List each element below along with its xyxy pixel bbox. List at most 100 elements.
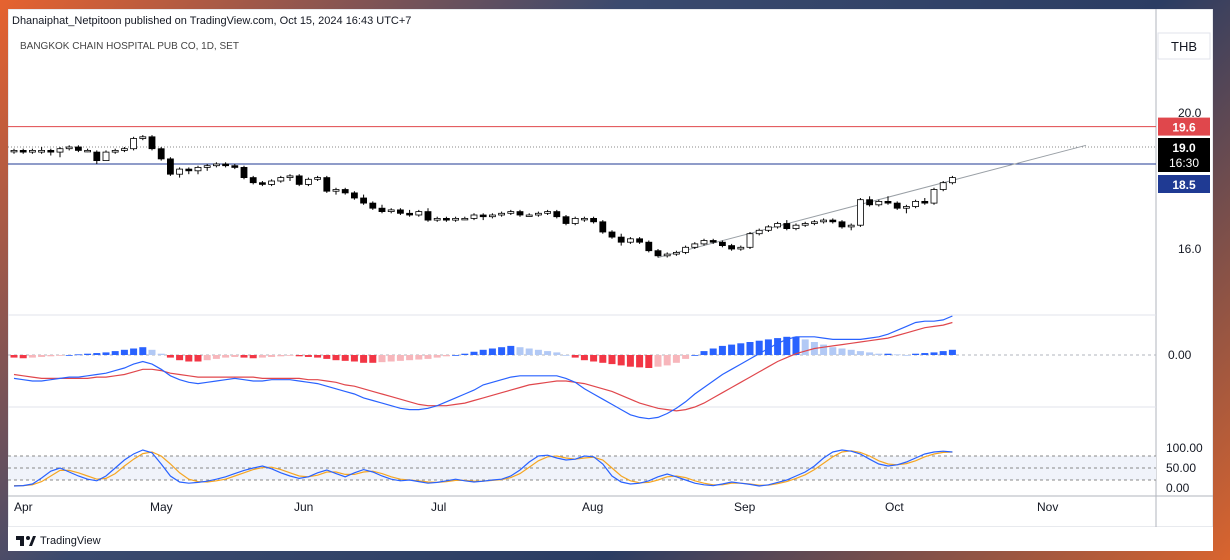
candle-body: [765, 226, 772, 231]
macd-histogram-bar: [120, 349, 128, 355]
candle-body: [893, 202, 901, 209]
candle: [921, 198, 929, 205]
candle: [341, 187, 349, 195]
macd-histogram-bar: [424, 355, 432, 359]
candle: [176, 167, 184, 178]
candle-body: [176, 168, 184, 175]
candle: [479, 213, 487, 221]
candle: [737, 245, 745, 251]
candle: [102, 150, 110, 162]
resistance-price-label: 19.6: [1172, 121, 1196, 135]
candle-body: [783, 223, 791, 229]
time-axis-label: Nov: [1037, 500, 1058, 514]
candle: [268, 179, 276, 187]
candle: [148, 135, 156, 151]
macd-histogram-bar: [737, 343, 745, 355]
candle-body: [203, 165, 211, 168]
candle: [783, 220, 791, 231]
candle-body: [939, 182, 947, 190]
candle-body: [277, 177, 285, 182]
candle: [75, 145, 82, 153]
candle: [507, 209, 515, 215]
candle-body: [222, 163, 230, 167]
macd-histogram-bar: [176, 355, 184, 361]
candle: [369, 201, 377, 210]
macd-histogram-bar: [516, 347, 524, 355]
chart-frame: THB 20.0 16.0 19.6 19.0 16:30 18.5 0.00 100.00 50…: [8, 9, 1213, 551]
last-price-label: 19.0: [1172, 141, 1196, 155]
candle: [111, 148, 119, 154]
time-axis-label: Sep: [734, 500, 756, 514]
candle: [838, 220, 846, 229]
macd-histogram-bar: [948, 349, 956, 355]
macd-histogram-bar: [866, 352, 874, 355]
candle: [212, 162, 220, 168]
macd-histogram-bar: [801, 339, 809, 355]
candle: [811, 220, 818, 226]
candle-body: [249, 177, 257, 184]
macd-histogram-bar: [332, 355, 340, 361]
macd-histogram-bar: [286, 355, 294, 356]
candle: [470, 213, 478, 221]
macd-histogram-bar: [544, 351, 552, 355]
tradingview-footer[interactable]: TradingView: [16, 535, 101, 547]
candle-body: [286, 175, 294, 178]
candle: [157, 147, 165, 161]
macd-histogram-bar: [396, 355, 404, 361]
macd-histogram-bar: [166, 355, 174, 358]
macd-histogram-bar: [74, 354, 82, 356]
macd-histogram-bar: [700, 351, 708, 355]
macd-histogram-bar: [820, 344, 828, 355]
candle-body: [857, 199, 864, 226]
candle: [884, 196, 892, 205]
candle: [442, 216, 450, 222]
macd-histogram-bar: [56, 355, 64, 356]
candle-body: [452, 217, 460, 221]
candle-body: [424, 211, 432, 221]
macd-histogram-bar: [792, 336, 800, 355]
macd-histogram-bar: [130, 348, 138, 355]
candle-body: [10, 149, 18, 153]
candle: [396, 208, 404, 215]
candle-body: [157, 148, 165, 160]
candle: [590, 216, 597, 224]
candle: [277, 175, 285, 183]
candle: [249, 175, 257, 185]
candle: [498, 211, 506, 217]
candle-body: [258, 182, 266, 185]
candle: [792, 223, 800, 231]
macd-histogram-bar: [645, 355, 653, 368]
candle-body: [498, 212, 506, 216]
stoch-tick-label: 100.00: [1166, 441, 1203, 455]
candle-body: [102, 151, 110, 162]
candle: [912, 199, 919, 209]
candle: [553, 209, 561, 219]
candle-body: [268, 180, 276, 185]
candle: [903, 204, 910, 214]
macd-histogram-bar: [875, 353, 883, 355]
candle-body: [442, 217, 450, 221]
candle: [857, 198, 864, 227]
macd-histogram-bar: [212, 355, 220, 359]
candle-body: [341, 189, 349, 194]
macd-histogram-bar: [580, 355, 588, 361]
macd-histogram-bar: [590, 355, 598, 362]
candle: [28, 148, 36, 154]
candle-body: [396, 209, 404, 214]
macd-histogram-bar: [893, 354, 901, 356]
macd-histogram-bar: [314, 355, 322, 358]
candle: [673, 250, 680, 256]
candle-body: [378, 207, 386, 212]
macd-histogram-bar: [387, 355, 395, 362]
candle: [893, 201, 901, 210]
price-chart[interactable]: THB 20.0 16.0 19.6 19.016:30 18.5 0.00 100.00 50…: [8, 9, 1213, 527]
candle-body: [314, 177, 322, 180]
candle: [231, 164, 239, 170]
candle-body: [121, 148, 128, 151]
candle-body: [617, 236, 625, 243]
tradingview-logo-icon: [16, 536, 36, 546]
candle: [286, 174, 294, 181]
time-axis-label: May: [150, 500, 173, 514]
macd-histogram-bar: [902, 355, 910, 356]
candle: [608, 230, 616, 239]
